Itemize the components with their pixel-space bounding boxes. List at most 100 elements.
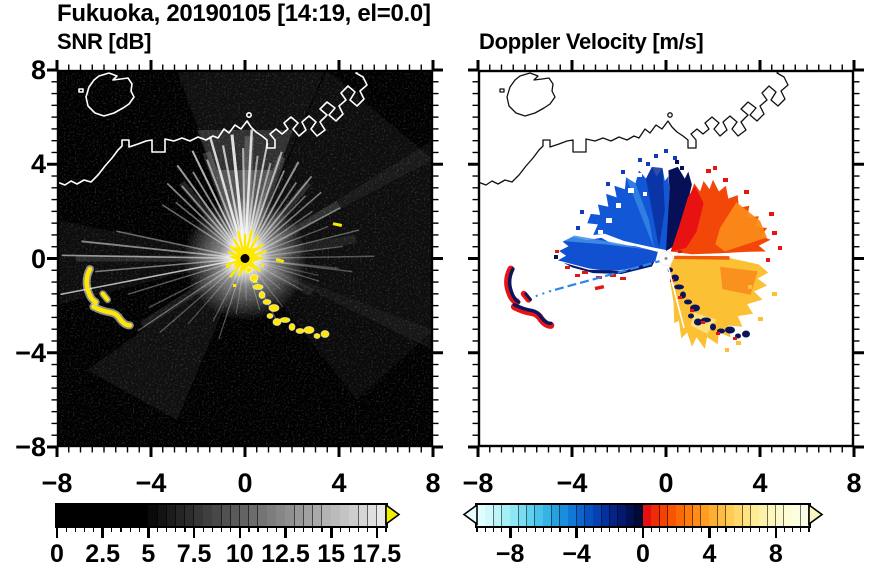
colorbar-segment [221,505,232,526]
colorbar-segment [634,505,644,526]
colorbar-segment [659,505,669,526]
colorbar-tick-label: 0 [50,540,64,568]
colorbar-tick-label: 0 [636,540,650,568]
colorbar-segment [684,505,694,526]
colorbar-segment [239,505,250,526]
colorbar-segment [526,505,536,526]
colorbar-segment [792,505,802,526]
colorbar-tick [758,526,760,532]
colorbar-tick [742,526,744,532]
colorbar-tick [641,526,645,538]
colorbar-tick [92,526,95,532]
colorbar-segment [120,505,131,526]
colorbar-tick [248,526,250,532]
colorbar-segment [294,505,305,526]
colorbar-tick [659,526,661,532]
colorbar-tick [156,526,159,532]
velocity-coastal-echoes [667,267,750,340]
colorbar-tick [192,526,196,538]
colorbar-tick [625,526,627,532]
colorbar-segment [535,505,544,526]
x-tick-label: 8 [425,468,441,498]
colorbar-tick [700,526,702,532]
x-tick-label: 4 [752,468,768,498]
colorbar-tick [147,526,150,538]
y-tick-label: −8 [15,432,46,462]
colorbar-tick [650,526,652,532]
colorbar-tick [509,526,512,538]
colorbar-tick [220,526,223,532]
colorbar-tick [367,526,369,532]
colorbar-segment [767,505,777,526]
colorbar-tick [55,526,59,538]
colorbar-tick [484,526,486,532]
colorbar-tick [733,526,735,532]
x-tick-label: 4 [331,468,347,498]
colorbar-segment [203,505,213,526]
colorbar-segment [139,505,149,526]
velocity-sectors [557,166,771,349]
colorbar-tick [257,526,259,532]
colorbar-tick [717,526,719,532]
colorbar-tick [329,526,333,538]
colorbar-segment [667,505,677,526]
colorbar-segment [676,505,685,526]
colorbar-segment [75,505,85,526]
colorbar-segment [800,505,810,526]
colorbar-segment [303,505,314,526]
colorbar-tick [129,526,131,532]
colorbar-segment [358,505,369,526]
snr-coastal-echoes [245,267,330,339]
colorbar-tick [211,526,213,532]
colorbar-tick [476,526,478,532]
colorbar-tick-label: −8 [495,540,525,568]
colorbar-tick [385,526,387,532]
radar-origin-dot-2 [664,257,668,260]
coastline-snr [57,70,368,186]
colorbar-segment [576,505,586,526]
colorbar-tick [750,526,752,532]
colorbar-tick [294,526,296,532]
colorbar-tick [303,526,305,532]
colorbar-segment [750,505,760,526]
colorbar-tick-label: 10 [225,540,254,568]
y-tick-label: 4 [30,149,46,180]
colorbar-tick [766,526,769,532]
radial-gap [665,258,685,329]
colorbar-tick-label: −4 [562,540,591,568]
colorbar-tick [202,526,204,532]
snr-frame [56,69,434,448]
x-tick-label: 0 [237,468,253,498]
colorbar-tick [266,526,268,532]
colorbar-segment [66,505,76,526]
colorbar-tick [808,526,810,532]
y-tick-label: 0 [30,243,46,274]
colorbar-segment [93,505,104,526]
colorbar-segment [349,505,359,526]
colorbar-tick [517,526,520,532]
colorbar-tick [357,526,360,532]
colorbar-tick [584,526,586,532]
colorbar-tick [230,526,232,532]
colorbar-segment [626,505,636,526]
colorbar-tick [120,526,122,532]
colorbar-segment [258,505,268,526]
colorbar-tick-label: 12.5 [261,540,310,568]
colorbar-tick [184,526,186,532]
colorbar-tick [321,526,323,532]
colorbar-tick [111,526,113,532]
colorbar-segment [742,505,752,526]
x-tick-label: 0 [658,468,674,498]
colorbar-segment [493,505,503,526]
figure-title: Fukuoka, 20190105 [14:19, el=0.0] [57,0,431,27]
colorbar-segment [709,505,719,526]
colorbar-tick [138,526,140,532]
colorbar-tick-label: 15 [317,540,346,568]
colorbar-tick [526,526,528,532]
colorbar-tick-label: 7.5 [176,540,212,568]
colorbar-segment [701,505,710,526]
velocity-ppi-plot [468,60,864,457]
x-tick-label: −8 [41,468,73,498]
y-tick-label: −4 [15,337,46,368]
colorbar-segment [643,505,652,526]
